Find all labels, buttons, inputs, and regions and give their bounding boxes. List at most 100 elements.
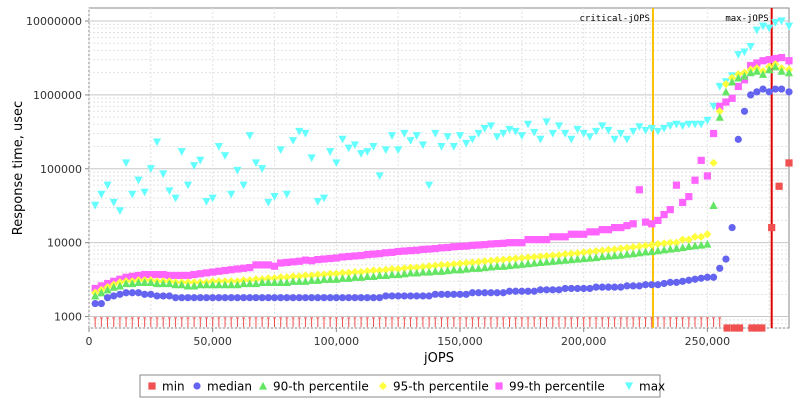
data-point bbox=[295, 257, 303, 265]
data-point bbox=[456, 290, 464, 298]
data-point bbox=[258, 261, 266, 269]
data-point bbox=[350, 273, 360, 281]
data-point bbox=[765, 56, 773, 64]
data-point bbox=[740, 107, 749, 115]
data-point bbox=[691, 176, 699, 184]
data-point bbox=[264, 294, 272, 302]
data-point bbox=[730, 324, 739, 332]
data-point bbox=[418, 267, 428, 276]
data-point bbox=[301, 277, 310, 285]
data-point bbox=[382, 249, 390, 257]
data-point bbox=[723, 324, 731, 332]
data-point bbox=[183, 181, 193, 190]
data-point bbox=[277, 294, 285, 302]
data-point bbox=[171, 271, 180, 280]
data-point bbox=[387, 270, 397, 279]
legend-swatch bbox=[378, 381, 388, 391]
data-point bbox=[319, 194, 329, 203]
data-point bbox=[356, 273, 366, 281]
data-point bbox=[431, 261, 440, 270]
data-point bbox=[499, 262, 508, 270]
data-point bbox=[660, 210, 668, 219]
data-point bbox=[233, 265, 242, 273]
data-point bbox=[759, 85, 767, 93]
data-point bbox=[209, 294, 217, 302]
data-point bbox=[728, 94, 736, 102]
data-point bbox=[381, 146, 390, 155]
data-point bbox=[616, 129, 625, 138]
data-point bbox=[276, 278, 285, 286]
data-point bbox=[659, 124, 669, 133]
series-90-th-percentile bbox=[91, 62, 794, 300]
data-point bbox=[542, 257, 551, 266]
data-point bbox=[746, 43, 755, 51]
data-point bbox=[715, 113, 724, 121]
data-point bbox=[171, 294, 180, 302]
data-point bbox=[536, 236, 545, 244]
data-point bbox=[413, 292, 421, 300]
data-point bbox=[591, 253, 601, 262]
data-point bbox=[493, 289, 501, 297]
data-point bbox=[499, 129, 508, 138]
data-point bbox=[314, 294, 322, 302]
data-point bbox=[258, 278, 267, 286]
data-point bbox=[146, 165, 155, 173]
data-point bbox=[141, 290, 149, 298]
data-point bbox=[511, 260, 520, 269]
data-point bbox=[586, 284, 594, 293]
data-point bbox=[641, 126, 650, 135]
data-point bbox=[264, 278, 273, 286]
legend-swatch bbox=[624, 382, 634, 391]
data-point bbox=[177, 148, 186, 156]
data-point bbox=[413, 246, 421, 254]
data-point bbox=[301, 129, 310, 138]
data-point bbox=[270, 262, 279, 270]
data-point bbox=[548, 257, 557, 265]
data-point bbox=[758, 70, 768, 78]
data-point bbox=[394, 264, 403, 274]
data-point bbox=[462, 290, 470, 298]
data-point bbox=[622, 250, 632, 258]
data-point bbox=[493, 133, 502, 142]
data-point bbox=[332, 294, 340, 302]
data-point bbox=[734, 135, 742, 143]
data-point bbox=[196, 280, 205, 289]
data-point bbox=[474, 241, 483, 249]
data-point bbox=[481, 289, 489, 297]
data-point bbox=[307, 271, 316, 280]
data-point bbox=[369, 294, 378, 302]
data-point bbox=[592, 283, 600, 291]
data-point bbox=[295, 294, 303, 302]
data-point bbox=[759, 57, 767, 65]
marker-label: max-jOPS bbox=[725, 14, 768, 24]
data-point bbox=[394, 292, 402, 300]
data-point bbox=[276, 146, 285, 155]
data-point bbox=[141, 270, 149, 279]
data-point bbox=[684, 242, 693, 251]
legend-swatch bbox=[193, 382, 201, 390]
data-point bbox=[202, 280, 211, 289]
data-point bbox=[716, 264, 724, 272]
data-point bbox=[573, 125, 582, 134]
data-point bbox=[604, 126, 613, 135]
data-point bbox=[338, 253, 347, 261]
data-point bbox=[332, 254, 340, 262]
data-point bbox=[481, 241, 489, 249]
data-point bbox=[580, 230, 588, 238]
data-point bbox=[220, 152, 230, 160]
data-point bbox=[468, 258, 477, 267]
data-point bbox=[768, 223, 776, 232]
data-point bbox=[765, 24, 774, 33]
data-point bbox=[752, 26, 761, 35]
data-point bbox=[208, 194, 217, 203]
data-point bbox=[622, 135, 632, 144]
data-point bbox=[400, 264, 409, 273]
data-point bbox=[152, 138, 162, 147]
data-point bbox=[697, 156, 705, 164]
data-point bbox=[505, 125, 514, 134]
data-point bbox=[536, 286, 545, 294]
data-point bbox=[703, 116, 712, 125]
data-point bbox=[196, 294, 204, 302]
y-tick-label: 10000 bbox=[47, 237, 82, 250]
data-point bbox=[715, 82, 724, 91]
